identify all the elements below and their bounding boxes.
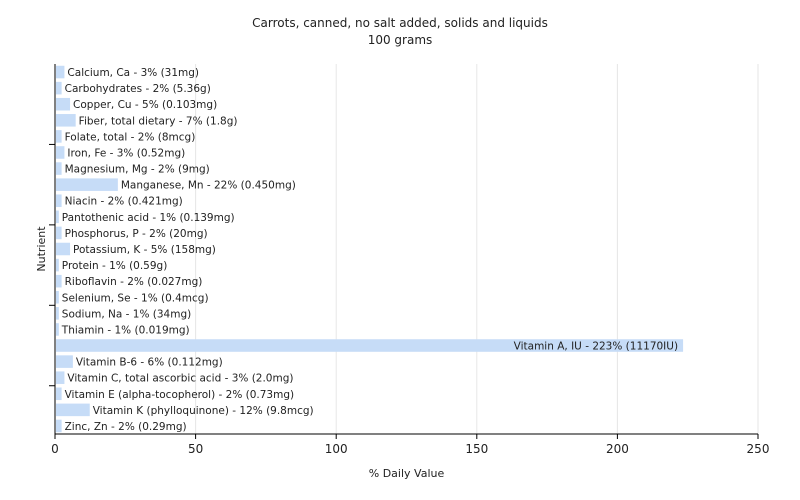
data-label: Sodium, Na - 1% (34mg)	[62, 308, 191, 320]
bar	[56, 130, 62, 143]
data-label: Riboflavin - 2% (0.027mg)	[65, 276, 203, 288]
bar	[56, 97, 71, 111]
bar	[56, 419, 62, 433]
data-label: Vitamin K (phylloquinone) - 12% (9.8mcg)	[93, 405, 314, 417]
bar	[56, 323, 59, 336]
chart-title: Carrots, canned, no salt added, solids a…	[252, 16, 548, 30]
data-label: Pantothenic acid - 1% (0.139mg)	[62, 212, 235, 224]
bar	[56, 290, 59, 304]
data-label: Folate, total - 2% (8mcg)	[65, 131, 196, 143]
data-label: Potassium, K - 5% (158mg)	[73, 244, 216, 256]
bar	[56, 226, 62, 240]
bar	[56, 210, 59, 224]
bar	[56, 403, 90, 417]
x-axis-title: % Daily Value	[369, 467, 445, 480]
bar	[56, 178, 118, 191]
data-label: Protein - 1% (0.59g)	[62, 260, 168, 272]
data-label: Zinc, Zn - 2% (0.29mg)	[65, 421, 187, 433]
bar	[56, 194, 62, 208]
data-label: Vitamin C, total ascorbic acid - 3% (2.0…	[67, 373, 293, 385]
bar	[56, 81, 62, 95]
data-label: Calcium, Ca - 3% (31mg)	[67, 67, 199, 79]
data-label: Vitamin A, IU - 223% (11170IU)	[514, 341, 678, 353]
bar	[56, 146, 65, 159]
data-label: Carbohydrates - 2% (5.36g)	[65, 83, 211, 95]
bar	[56, 339, 684, 352]
data-label: Selenium, Se - 1% (0.4mcg)	[62, 292, 209, 304]
x-tick-label: 250	[747, 442, 770, 456]
x-tick-label: 100	[325, 442, 348, 456]
data-label: Fiber, total dietary - 7% (1.8g)	[79, 115, 238, 127]
data-label: Vitamin B-6 - 6% (0.112mg)	[76, 357, 223, 369]
bar	[56, 65, 65, 79]
x-tick-label: 50	[188, 442, 203, 456]
x-tick-label: 0	[51, 442, 59, 456]
data-label: Thiamin - 1% (0.019mg)	[61, 324, 190, 336]
bar	[56, 114, 76, 127]
bar	[56, 355, 73, 368]
bar	[56, 371, 65, 384]
y-axis-title: Nutrient	[35, 226, 48, 272]
data-label: Niacin - 2% (0.421mg)	[65, 196, 183, 208]
bar	[56, 274, 62, 288]
data-label: Manganese, Mn - 22% (0.450mg)	[121, 180, 296, 192]
data-label: Magnesium, Mg - 2% (9mg)	[65, 164, 210, 176]
bar	[56, 307, 59, 320]
data-label: Vitamin E (alpha-tocopherol) - 2% (0.73m…	[65, 389, 295, 401]
x-tick-label: 150	[465, 442, 488, 456]
data-label: Iron, Fe - 3% (0.52mg)	[67, 147, 185, 159]
chart-subtitle: 100 grams	[367, 33, 433, 47]
bar	[56, 258, 59, 272]
x-tick-label: 200	[606, 442, 629, 456]
data-label: Copper, Cu - 5% (0.103mg)	[73, 99, 217, 111]
data-label: Phosphorus, P - 2% (20mg)	[65, 228, 208, 240]
bar	[56, 387, 62, 401]
bar	[56, 162, 62, 175]
bar	[56, 242, 71, 256]
